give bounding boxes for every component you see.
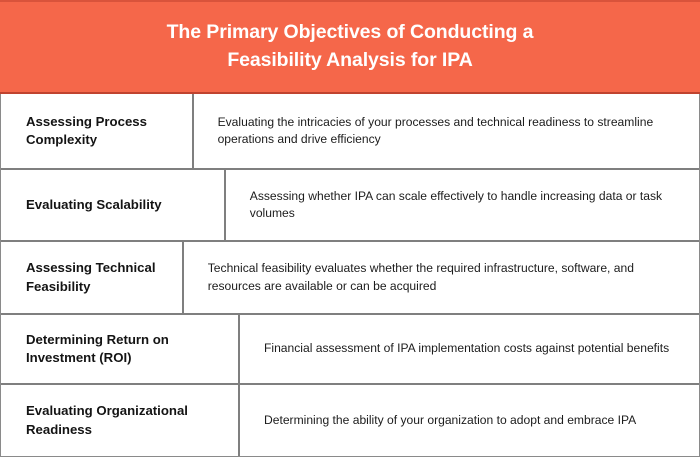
table-cell-description: Technical feasibility evaluates whether … <box>184 242 699 313</box>
objective-term: Assessing Process Complexity <box>26 113 147 147</box>
table-row: Determining Return on Investment (ROI) F… <box>1 315 699 385</box>
table-cell-description: Assessing whether IPA can scale effectiv… <box>226 170 699 240</box>
objectives-table: Assessing Process Complexity Evaluating … <box>0 94 700 457</box>
objective-term: Determining Return on Investment (ROI) <box>26 331 169 365</box>
objective-description: Determining the ability of your organiza… <box>264 412 637 427</box>
objective-term: Assessing Technical Feasibility <box>26 260 156 294</box>
table-row: Assessing Process Complexity Evaluating … <box>1 94 699 170</box>
table-row: Evaluating Scalability Assessing whether… <box>1 170 699 242</box>
table-cell-term: Evaluating Organizational Readiness <box>1 385 240 456</box>
table-row: Assessing Technical Feasibility Technica… <box>1 242 699 315</box>
objective-description: Evaluating the intricacies of your proce… <box>217 114 654 146</box>
objective-description: Technical feasibility evaluates whether … <box>207 261 634 293</box>
table-row: Evaluating Organizational Readiness Dete… <box>1 385 699 456</box>
table-cell-description: Determining the ability of your organiza… <box>240 385 699 456</box>
table-cell-term: Evaluating Scalability <box>1 170 226 240</box>
objective-term: Evaluating Scalability <box>26 196 162 212</box>
table-cell-term: Assessing Process Complexity <box>1 94 194 168</box>
objective-term: Evaluating Organizational Readiness <box>26 403 188 437</box>
page-title: The Primary Objectives of Conducting a F… <box>167 19 534 74</box>
page-title-line-1: The Primary Objectives of Conducting a <box>166 21 534 44</box>
objective-description: Financial assessment of IPA implementati… <box>264 341 670 356</box>
table-cell-description: Evaluating the intricacies of your proce… <box>194 94 699 168</box>
table-cell-term: Determining Return on Investment (ROI) <box>1 315 240 383</box>
page-title-line-2: Feasibility Analysis for IPA <box>227 49 473 71</box>
header-banner: The Primary Objectives of Conducting a F… <box>0 0 700 94</box>
table-cell-term: Assessing Technical Feasibility <box>1 242 184 313</box>
table-cell-description: Financial assessment of IPA implementati… <box>240 315 699 383</box>
objective-description: Assessing whether IPA can scale effectiv… <box>249 188 663 220</box>
